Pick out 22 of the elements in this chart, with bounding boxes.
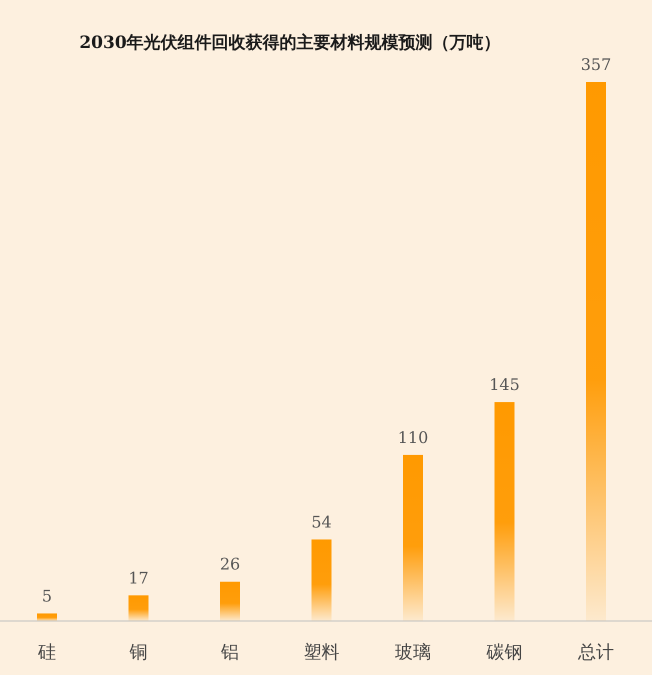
data-label: 145 (489, 375, 520, 394)
data-label: 110 (398, 428, 428, 447)
data-label: 26 (220, 554, 240, 574)
x-tick-label: 塑料 (304, 642, 340, 663)
x-tick-label: 玻璃 (395, 642, 431, 663)
bar (312, 539, 332, 621)
x-tick-label: 碳钢 (486, 642, 522, 663)
chart-title: 2030年光伏组件回收获得的主要材料规模预测（万吨） (79, 33, 501, 53)
bar (403, 454, 423, 621)
bar (586, 82, 606, 621)
data-label: 17 (128, 568, 149, 588)
x-tick-label: 铜 (128, 642, 148, 663)
x-tick-label: 硅 (37, 642, 56, 663)
bar (494, 402, 514, 621)
x-tick-label: 总计 (577, 642, 614, 663)
data-label: 54 (311, 512, 332, 532)
bar (220, 582, 240, 621)
bar (37, 613, 57, 621)
data-label: 5 (42, 586, 52, 606)
x-tick-label: 铝 (220, 642, 239, 663)
data-label: 357 (580, 55, 612, 74)
bar (128, 595, 148, 621)
